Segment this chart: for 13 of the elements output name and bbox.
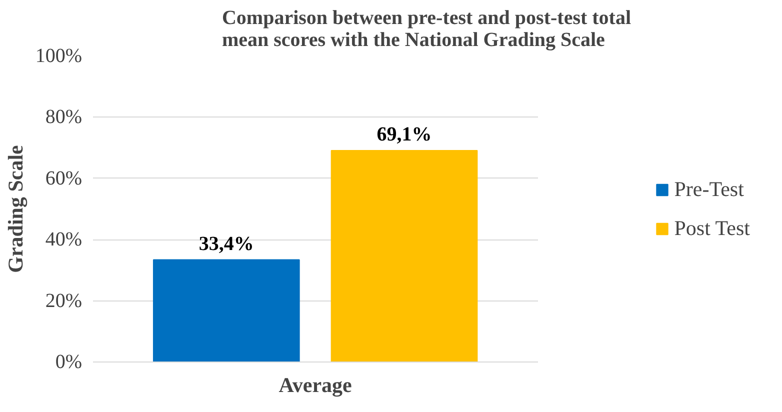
- x-tick-label: Average: [278, 373, 352, 397]
- y-tick-label: 60%: [45, 167, 82, 190]
- y-tick-label: 100%: [35, 45, 82, 67]
- y-tick-label: 40%: [45, 228, 82, 251]
- y-tick-label: 80%: [45, 106, 82, 128]
- y-tick-label: 20%: [45, 290, 82, 312]
- legend-label: Post Test: [674, 216, 750, 241]
- y-tick-label: 0%: [55, 351, 82, 373]
- data-label: 33,4%: [198, 232, 254, 255]
- y-axis-title: Grading Scale: [3, 145, 28, 273]
- chart-title: Comparison between pre-test and post-test total mean scores with the National Grading Scale: [222, 7, 632, 51]
- data-label: 69,1%: [376, 124, 432, 146]
- legend-label: Pre-Test: [674, 177, 744, 202]
